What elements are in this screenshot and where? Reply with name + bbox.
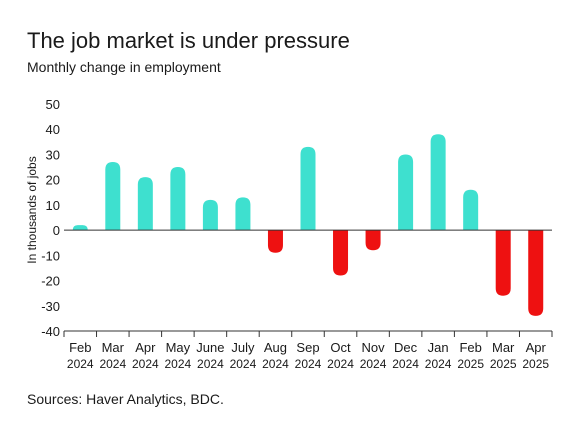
x-tick-month: Apr <box>135 340 156 355</box>
y-tick-label: -40 <box>41 324 60 339</box>
x-tick-year: 2025 <box>490 357 517 371</box>
x-tick-year: 2025 <box>457 357 484 371</box>
bar-jan-2024 <box>430 134 446 231</box>
y-tick-label: 50 <box>46 97 60 112</box>
bar-oct-2024 <box>333 230 349 276</box>
x-tick-month: Feb <box>459 340 481 355</box>
x-tick-year: 2024 <box>197 357 224 371</box>
x-tick-month: July <box>231 340 255 355</box>
source-note: Sources: Haver Analytics, BDC. <box>27 391 224 407</box>
bar-mar-2024 <box>105 162 121 231</box>
y-tick-label: -20 <box>41 274 60 289</box>
bar-may-2024 <box>170 167 186 231</box>
y-axis-label: In thousands of jobs <box>25 156 39 263</box>
x-axis: Feb 2024 Mar 2024 Apr 2024 May 2024 June 2024 July… <box>63 331 553 371</box>
x-tick-year: 2024 <box>392 357 419 371</box>
y-tick-label: 10 <box>46 198 60 213</box>
bar-mar-2025 <box>495 230 511 296</box>
x-tick-month: June <box>196 340 224 355</box>
bar-june-2024 <box>202 199 218 231</box>
bar-aug-2024 <box>267 230 283 253</box>
bar-series <box>72 134 544 316</box>
x-tick-month: Jan <box>428 340 449 355</box>
y-tick-label: 0 <box>53 223 60 238</box>
y-tick-label: -30 <box>41 299 60 314</box>
bar-apr-2025 <box>528 230 544 316</box>
x-tick-month: Mar <box>102 340 125 355</box>
x-tick-month: Oct <box>330 340 351 355</box>
y-tick-label: 30 <box>46 147 60 162</box>
x-tick-year: 2024 <box>230 357 257 371</box>
y-tick-label: 40 <box>46 122 60 137</box>
x-tick-year: 2025 <box>522 357 549 371</box>
bar-feb-2025 <box>463 189 479 231</box>
x-tick-month: Feb <box>69 340 91 355</box>
x-tick-year: 2024 <box>165 357 192 371</box>
x-tick-month: Sep <box>296 340 319 355</box>
x-tick-month: Nov <box>362 340 386 355</box>
x-tick-year: 2024 <box>262 357 289 371</box>
y-tick-label: 20 <box>46 173 60 188</box>
x-tick-year: 2024 <box>99 357 126 371</box>
bar-nov-2024 <box>365 230 381 251</box>
chart-title: The job market is under pressure <box>27 28 350 53</box>
bar-dec-2024 <box>398 154 414 231</box>
y-axis: 50 40 30 20 10 0 -10 -20 -30 -40 <box>41 97 60 339</box>
x-tick-year: 2024 <box>295 357 322 371</box>
x-tick-month: May <box>166 340 191 355</box>
x-tick-month: Dec <box>394 340 418 355</box>
x-tick-month: Apr <box>526 340 547 355</box>
x-tick-year: 2024 <box>360 357 387 371</box>
y-tick-label: -10 <box>41 248 60 263</box>
x-tick-year: 2024 <box>327 357 354 371</box>
x-tick-month: Aug <box>264 340 287 355</box>
bar-sep-2024 <box>300 146 316 231</box>
bar-july-2024 <box>235 197 251 231</box>
bar-apr-2024 <box>137 177 153 231</box>
x-tick-year: 2024 <box>132 357 159 371</box>
x-tick-year: 2024 <box>425 357 452 371</box>
x-tick-month: Mar <box>492 340 515 355</box>
x-tick-year: 2024 <box>67 357 94 371</box>
bar-feb-2024 <box>72 225 88 231</box>
chart-subtitle: Monthly change in employment <box>27 59 221 75</box>
